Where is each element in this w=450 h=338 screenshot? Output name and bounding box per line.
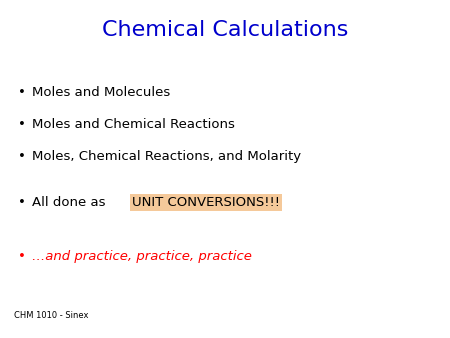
Text: Moles, Chemical Reactions, and Molarity: Moles, Chemical Reactions, and Molarity [32, 150, 301, 163]
Text: •: • [18, 150, 26, 163]
Text: …and practice, practice, practice: …and practice, practice, practice [32, 250, 252, 263]
Text: Moles and Chemical Reactions: Moles and Chemical Reactions [32, 118, 235, 131]
Text: •: • [18, 86, 26, 99]
Text: •: • [18, 250, 26, 263]
Text: All done as: All done as [32, 196, 110, 209]
Text: UNIT CONVERSIONS!!!: UNIT CONVERSIONS!!! [132, 196, 280, 209]
Text: •: • [18, 196, 26, 209]
Text: Chemical Calculations: Chemical Calculations [102, 20, 348, 40]
Text: CHM 1010 - Sinex: CHM 1010 - Sinex [14, 311, 89, 320]
Text: Moles and Molecules: Moles and Molecules [32, 86, 170, 99]
Text: •: • [18, 118, 26, 131]
